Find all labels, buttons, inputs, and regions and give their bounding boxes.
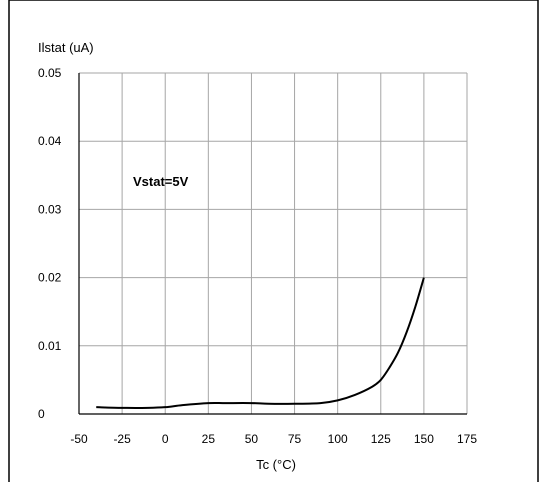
y-tick-label: 0.02 xyxy=(38,271,62,285)
y-tick-label: 0.04 xyxy=(38,134,62,148)
y-tick-label: 0.05 xyxy=(38,66,62,80)
tick-labels: -50 -25 0 25 50 75 100 125 150 175 0 0.01 0.02 0.03 0.… xyxy=(38,66,477,446)
x-tick-label: 25 xyxy=(202,432,216,446)
x-tick-label: -50 xyxy=(70,432,88,446)
x-tick-label: 100 xyxy=(328,432,348,446)
y-tick-label: 0.01 xyxy=(38,339,62,353)
series-line xyxy=(96,277,425,409)
series-group xyxy=(96,277,425,409)
y-tick-label: 0 xyxy=(38,407,45,421)
x-tick-label: 75 xyxy=(288,432,302,446)
condition-annotation: Vstat=5V xyxy=(133,174,189,189)
x-tick-label: 0 xyxy=(162,432,169,446)
y-tick-label: 0.03 xyxy=(38,202,62,216)
x-tick-label: 175 xyxy=(457,432,477,446)
y-axis-title: Ilstat (uA) xyxy=(38,40,94,55)
axes xyxy=(78,73,467,415)
x-tick-label: 150 xyxy=(414,432,434,446)
x-tick-label: 50 xyxy=(245,432,259,446)
x-axis-title: Tc (°C) xyxy=(256,457,296,472)
grid xyxy=(79,72,468,414)
x-tick-label: -25 xyxy=(113,432,131,446)
x-tick-label: 125 xyxy=(371,432,391,446)
